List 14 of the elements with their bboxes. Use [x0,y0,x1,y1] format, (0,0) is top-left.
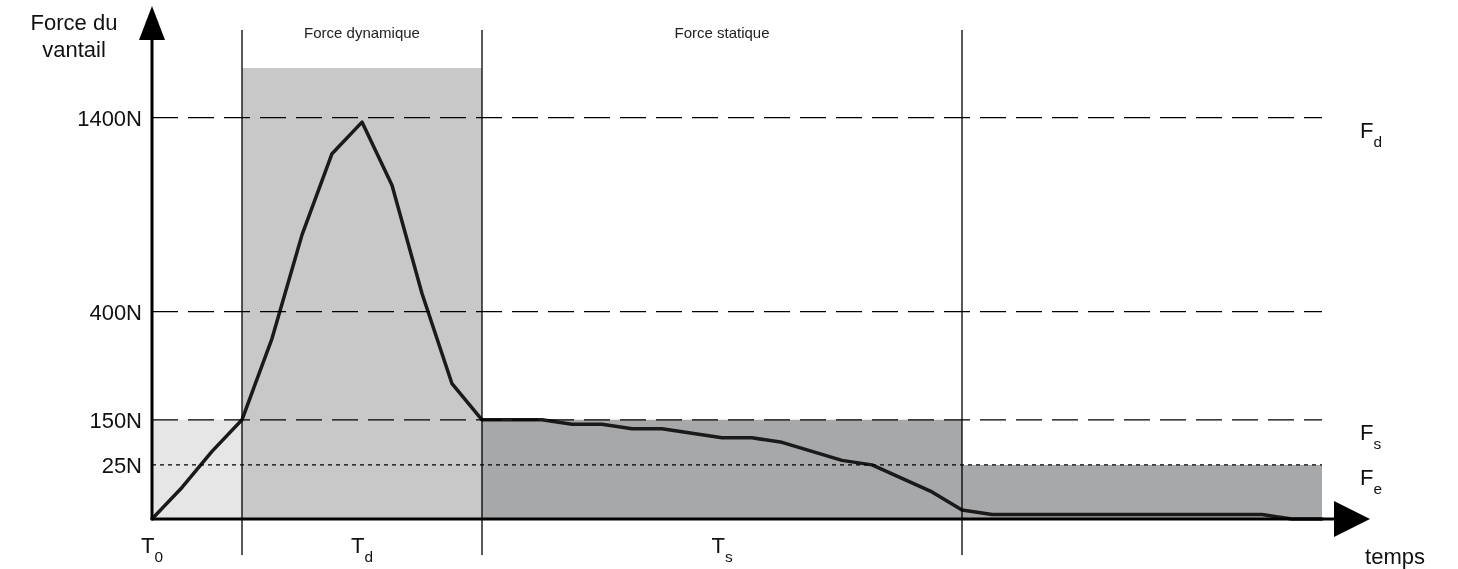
x-axis-title: temps [1365,544,1425,569]
text: Force statique [674,24,770,41]
text: 150N [89,407,142,433]
text: 400N [89,299,142,325]
text: 1400N [77,105,142,131]
x-tick-label: T$_{s}$ [711,533,733,565]
ref-line-label: F$_{s}$ [1360,419,1382,452]
y-axis-title: Force du vantail [30,10,118,62]
ref-line-label: F$_{d}$ [1360,117,1383,150]
x-tick-label: T$_{d}$ [350,533,374,565]
x-tick-label: T$_{0}$ [140,533,164,565]
text: 25N [101,452,142,478]
text: Force dynamique [304,24,420,41]
ref-line-label: F$_{e}$ [1360,464,1383,497]
